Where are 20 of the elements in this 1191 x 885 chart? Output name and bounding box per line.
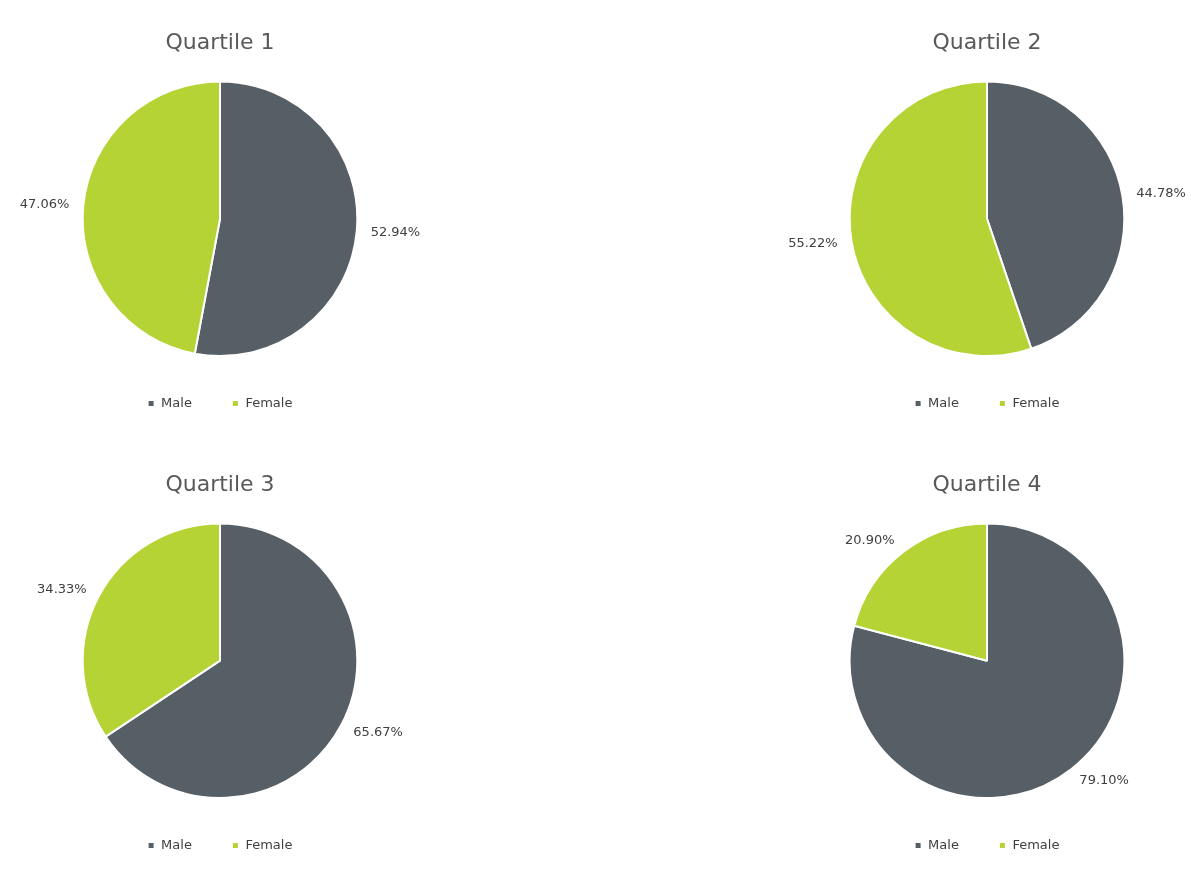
data-label: 79.10% (1079, 771, 1129, 787)
legend-label: Male (928, 394, 959, 410)
legend-label: Female (1012, 836, 1060, 852)
data-label: 55.22% (788, 234, 838, 250)
data-label: 34.33% (37, 580, 87, 596)
data-label: 65.67% (353, 723, 403, 739)
legend-label: Female (245, 836, 293, 852)
data-label: 47.06% (19, 196, 70, 212)
chart-title: Quartile 2 (932, 28, 1042, 54)
legend-label: Female (1012, 394, 1060, 410)
legend-label: Male (161, 836, 192, 852)
chart-title: Quartile 4 (932, 470, 1042, 496)
legend-label: Female (245, 394, 293, 410)
data-label: 44.78% (1136, 185, 1186, 201)
legend-label: Male (928, 836, 959, 852)
legend-label: Male (161, 394, 192, 410)
data-label: 20.90% (845, 532, 895, 548)
data-label: 52.94% (370, 224, 421, 240)
chart-title: Quartile 3 (165, 470, 275, 496)
chart-title: Quartile 1 (165, 28, 275, 54)
